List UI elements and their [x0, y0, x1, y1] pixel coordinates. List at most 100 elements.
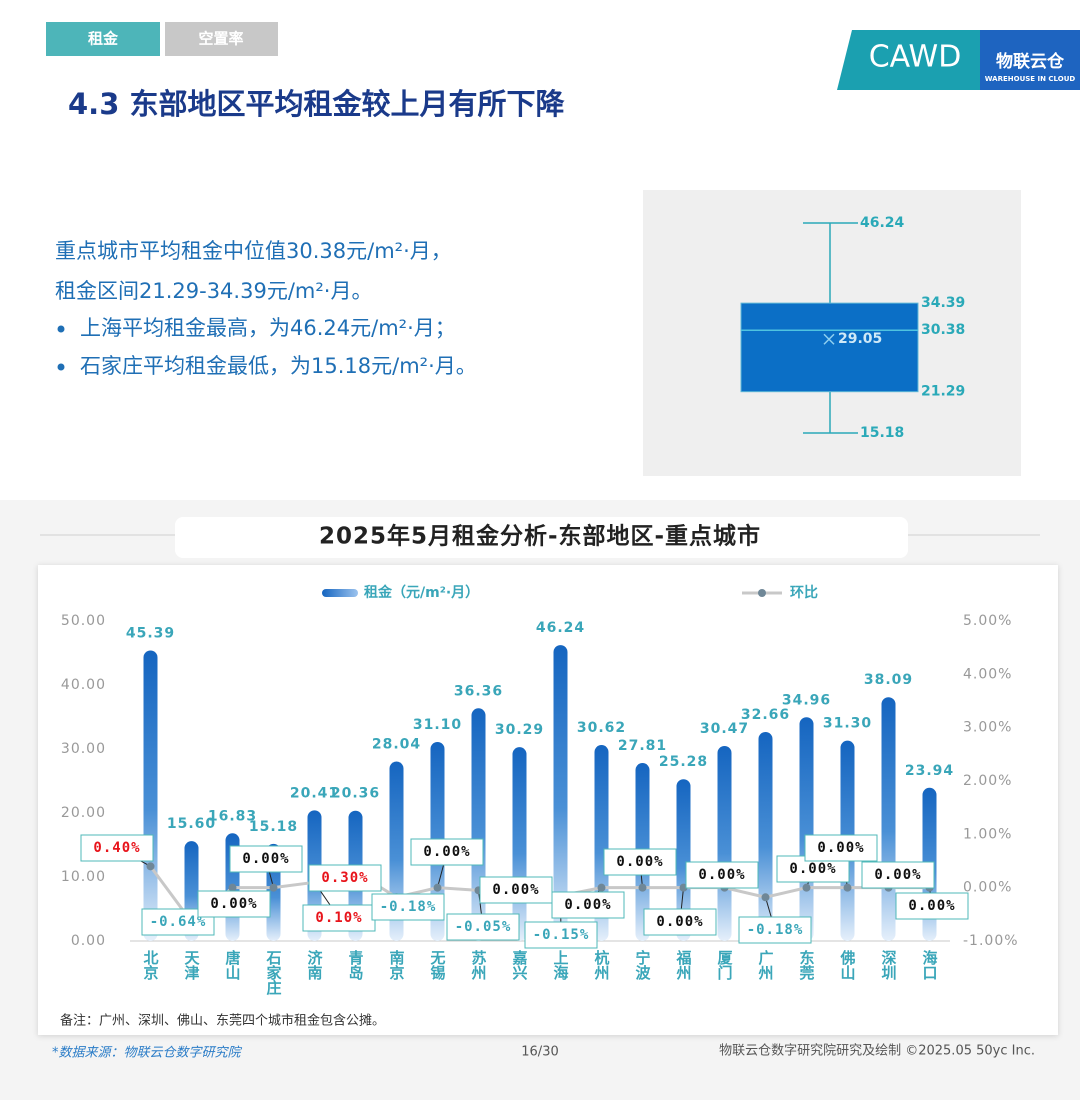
tab-label[interactable]: 租金: [88, 30, 119, 48]
mean-label: 29.05: [838, 331, 882, 347]
line-label-box: [804, 834, 878, 862]
line-label-box: [410, 838, 484, 866]
chart-note: 备注：广州、深圳、佛山、东莞四个城市租金包含公摊。: [60, 1013, 385, 1029]
bar-value-label: 31.10: [413, 717, 462, 733]
bar-value-label: 15.60: [167, 816, 216, 832]
footer-credit: 物联云仓数字研究院研究及绘制 ©2025.05 50yc Inc.: [719, 1044, 1035, 1059]
tab[interactable]: [165, 22, 278, 56]
summary-text: 重点城市平均租金中位值30.38元/m²·月，: [55, 239, 452, 263]
bar-value-label: 30.62: [577, 720, 626, 736]
legend-swatch-dot: [758, 589, 766, 597]
box-value-label: 30.38: [921, 322, 965, 338]
line-value-label: 0.00%: [656, 914, 703, 930]
chart-title: 2025年5月租金分析-东部地区-重点城市: [319, 523, 761, 550]
x-tick-label: 东莞: [798, 949, 816, 981]
bar-value-label: 28.04: [372, 737, 421, 753]
line-label-box: [197, 890, 271, 918]
legend-label: 环比: [790, 584, 818, 601]
y-tick-label: 40.00: [61, 677, 106, 693]
y2-tick-label: 5.00%: [963, 613, 1012, 629]
line-label-box: [479, 876, 553, 904]
box-value-label: 46.24: [860, 215, 905, 231]
bar: [676, 779, 691, 941]
line-label-box: [446, 913, 520, 941]
bar-value-label: 30.29: [495, 722, 544, 738]
bar-value-label: 20.36: [331, 786, 380, 802]
tab-label[interactable]: 空置率: [198, 30, 243, 48]
line-point: [638, 883, 647, 892]
bar: [471, 708, 486, 941]
x-tick-label: 深圳: [880, 949, 898, 981]
line-point: [802, 883, 811, 892]
y-tick-label: 10.00: [61, 869, 106, 885]
x-tick-label: 苏州: [470, 949, 488, 981]
box-plot: 29.05 46.24 34.39 30.38 21.29 15.18: [740, 215, 965, 441]
tab-active[interactable]: [46, 22, 160, 56]
chart-title-banner: [175, 517, 908, 558]
line-value-label: -0.15%: [533, 927, 590, 943]
line-value-label: 0.10%: [315, 910, 362, 926]
line-value-label: -0.18%: [747, 922, 804, 938]
logo-brand: 物联云仓: [996, 51, 1065, 72]
line-value-label: -0.05%: [455, 919, 512, 935]
line-label-box: [371, 893, 445, 921]
line-label-box: [229, 845, 303, 873]
bar: [512, 747, 527, 941]
bar: [717, 745, 732, 941]
bar-value-label: 36.36: [454, 683, 503, 699]
line-value-label: 0.40%: [93, 840, 140, 856]
line-label-box: [551, 891, 625, 919]
x-tick-label: 福州: [675, 949, 693, 981]
bullet: [57, 325, 65, 333]
line-value-label: 0.00%: [210, 896, 257, 912]
line-point: [761, 893, 770, 902]
mean-marker: [823, 333, 835, 345]
line-value-label: -0.18%: [380, 899, 437, 915]
page-title: 4.3 东部地区平均租金较上月有所下降: [68, 87, 565, 121]
x-tick-label: 宁波: [634, 949, 652, 981]
bar-value-label: 23.94: [905, 763, 954, 779]
x-tick-label: 唐山: [224, 949, 242, 981]
summary-bullet: 上海平均租金最高，为46.24元/m²·月；: [80, 316, 456, 340]
box: [740, 302, 919, 393]
line-label-box: [738, 916, 812, 944]
x-tick-label: 上海: [552, 950, 570, 981]
box-value-label: 15.18: [860, 425, 904, 441]
line-point: [597, 883, 606, 892]
line-point: [433, 883, 442, 892]
line-label-box: [603, 848, 677, 876]
x-tick-label: 青岛: [347, 949, 365, 981]
line-value-label: 0.00%: [423, 844, 470, 860]
bar-value-label: 34.96: [782, 692, 831, 708]
y2-tick-label: 0.00%: [963, 880, 1012, 896]
x-tick-label: 广州: [757, 949, 775, 981]
line-point: [843, 883, 852, 892]
bar: [143, 650, 158, 941]
bullet: [57, 363, 65, 371]
line-value-label: -0.64%: [150, 914, 207, 930]
line-value-label: 0.00%: [817, 840, 864, 856]
line-value-label: 0.00%: [874, 867, 921, 883]
logo-mark: [837, 30, 985, 90]
bar-value-label: 31.30: [823, 716, 872, 732]
line-label-box: [524, 921, 598, 949]
bar-value-label: 38.09: [864, 672, 913, 688]
line-label-box: [685, 861, 759, 889]
bar-value-label: 27.81: [618, 738, 667, 754]
bar-value-label: 25.28: [659, 754, 708, 770]
y-tick-label: 0.00: [71, 933, 106, 949]
line-value-label: 0.00%: [698, 867, 745, 883]
bar-value-label: 15.18: [249, 819, 298, 835]
x-tick-label: 天津: [183, 950, 201, 981]
x-tick-label: 无锡: [429, 950, 447, 981]
x-tick-label: 济南: [306, 949, 324, 981]
page-number: 16/30: [521, 1045, 558, 1060]
line-value-label: 0.00%: [908, 898, 955, 914]
bar: [881, 697, 896, 941]
y2-tick-label: 2.00%: [963, 773, 1012, 789]
bar-value-label: 16.83: [208, 808, 257, 824]
logo-text: CAWD: [869, 40, 962, 75]
footer-source: *数据来源：物联云仓数字研究院: [52, 1045, 243, 1061]
box-value-label: 34.39: [921, 295, 965, 311]
x-tick-label: 石家庄: [265, 950, 283, 996]
